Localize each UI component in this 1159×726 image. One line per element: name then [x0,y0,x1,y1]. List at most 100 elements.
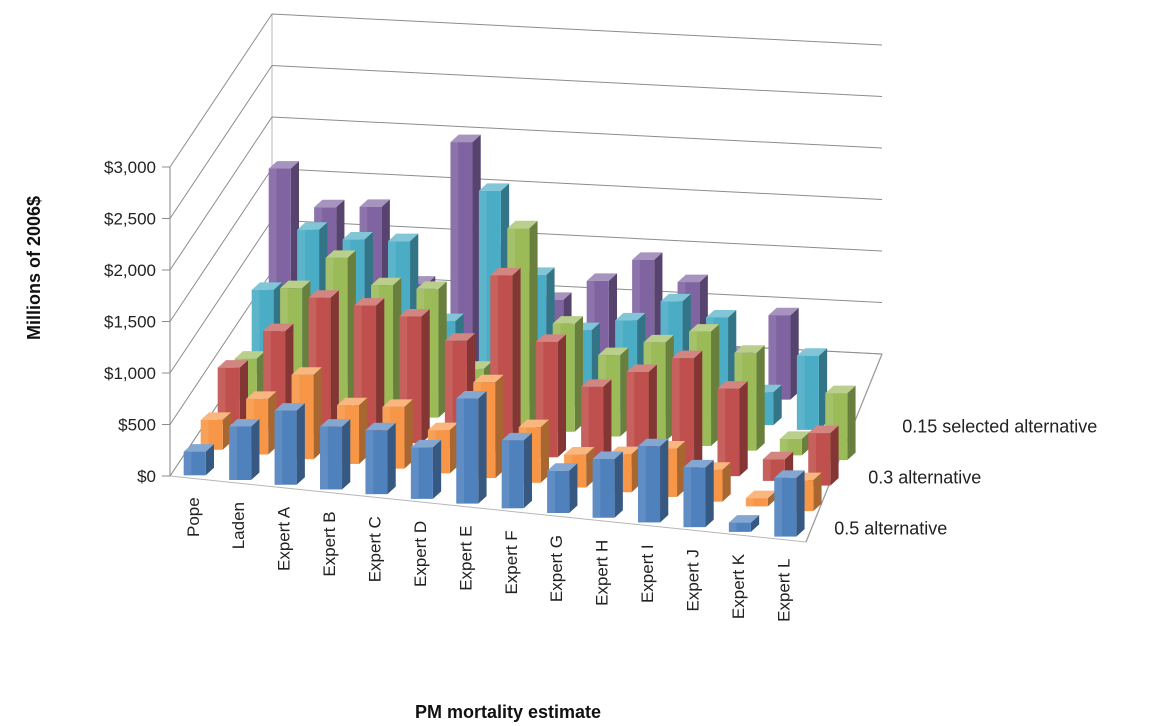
bar-top [359,199,390,207]
bar-top [365,422,396,431]
bar-side [756,345,765,451]
bar-side [432,439,442,499]
bar-side [790,307,799,400]
bar-side [529,220,538,428]
bar-top [706,309,737,318]
bar-top [632,252,663,260]
bar-side [376,298,385,439]
bar-side [540,419,550,483]
bar-side [694,350,703,472]
bar-side [796,470,805,537]
bar-highlight [268,168,277,348]
depth-label: 0.5 alternative [834,519,947,539]
bar-side [313,367,322,460]
bar-front [728,522,751,532]
y-tick-label: $2,500 [104,210,156,229]
bar-side [847,385,856,461]
bar-highlight [672,358,680,472]
y-tick-label: $0 [137,467,156,486]
bar-highlight [399,316,408,444]
bar-highlight [410,447,419,499]
y-tick-label: $3,000 [104,158,156,177]
category-label: Expert I [638,544,657,603]
bar-top [501,432,533,441]
bar-side [239,360,249,425]
bar-side [523,432,533,509]
bar-top [410,439,442,448]
bar-side [631,446,640,493]
category-label: Expert F [502,530,521,594]
bar-side [251,418,260,481]
bar-top [672,350,703,359]
bar-top [427,422,459,431]
bar-top [229,418,260,427]
bar-highlight [768,315,777,400]
bar-top [183,444,215,452]
bar-highlight [251,289,260,374]
bar-highlight [638,446,646,523]
bar-top [518,419,550,428]
bar-highlight [745,498,754,507]
bar-side [767,490,777,507]
bar-top [592,451,623,460]
bar-top [308,290,339,298]
bar-highlight [796,355,805,430]
bar-top [638,438,669,447]
bar-top [274,403,305,411]
bar-side [359,397,368,464]
bar [274,403,305,485]
bar-top [325,250,356,258]
bar-highlight [320,426,328,490]
bar-side [222,412,232,450]
bar-highlight [779,438,788,456]
y-tick-label: $2,000 [104,261,156,280]
bar-highlight [200,419,209,450]
bar-top [796,348,828,356]
bar [501,432,533,509]
bar-top [246,391,277,399]
bar-side [472,134,481,367]
bar-side [268,391,277,455]
bar-side [801,431,811,456]
bar-side [660,438,669,523]
bar-side [495,374,504,479]
bar-highlight [547,470,555,514]
bar [229,418,260,481]
bar-side [739,381,748,477]
bar-side [330,290,339,434]
bar-top [342,232,373,240]
bar-side [773,384,782,426]
category-label: Expert K [729,553,748,619]
bar-top [291,367,322,375]
bar-side [449,422,459,474]
bar [456,391,487,504]
bar-side [614,451,623,518]
bar [592,451,623,518]
category-label: Expert H [593,540,612,606]
y-tick-label: $500 [118,416,156,435]
bar-top [717,381,748,389]
bar-side [750,515,760,532]
bar-top [762,451,794,460]
bar-highlight [450,142,459,367]
bar-highlight [774,477,783,537]
bar-side [342,419,351,490]
bar-top [473,374,504,383]
bar-top [263,323,294,332]
bar-side [296,403,305,485]
bar-top [217,360,249,368]
bar-top [371,277,402,286]
bar [683,459,714,528]
bar-side [205,444,215,476]
bar-highlight [229,426,237,481]
bar-top [728,515,760,523]
bar-top [314,199,345,208]
bar [581,379,612,463]
category-label: Expert E [456,526,475,591]
bar-front [745,498,768,507]
x-axis-title: PM mortality estimate [415,702,601,722]
bar-highlight [308,297,317,434]
bar-side [574,316,584,432]
bar-top [444,333,476,341]
bar-top [774,470,805,478]
